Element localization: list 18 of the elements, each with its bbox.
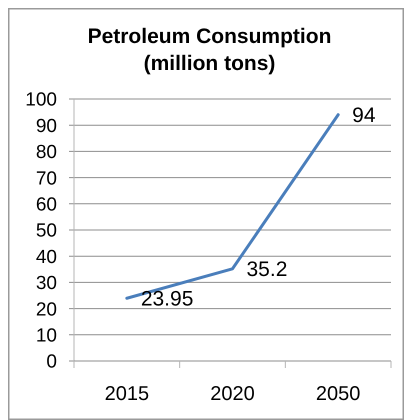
y-tick-label: 90: [36, 116, 57, 137]
x-tick-label: 2020: [210, 383, 255, 405]
y-tick-label: 20: [36, 299, 57, 320]
y-tick-label: 10: [36, 325, 57, 346]
chart-title: Petroleum Consumption (million tons): [88, 25, 332, 75]
y-tick-label: 60: [36, 194, 57, 216]
x-tick-label: 2015: [104, 383, 150, 405]
y-tick-label: 80: [36, 142, 57, 164]
y-tick-label: 50: [36, 220, 57, 242]
y-tick-label: 100: [25, 90, 57, 111]
data-label: 94: [352, 104, 376, 128]
y-tick-label: 30: [36, 273, 57, 294]
y-tick-label: 40: [36, 246, 57, 268]
y-tick-label: 70: [36, 168, 57, 190]
data-label: 35.2: [246, 258, 288, 282]
x-tick-label: 2050: [316, 383, 360, 405]
data-label: 23.95: [140, 288, 194, 311]
y-tick-label: 0: [46, 352, 57, 373]
